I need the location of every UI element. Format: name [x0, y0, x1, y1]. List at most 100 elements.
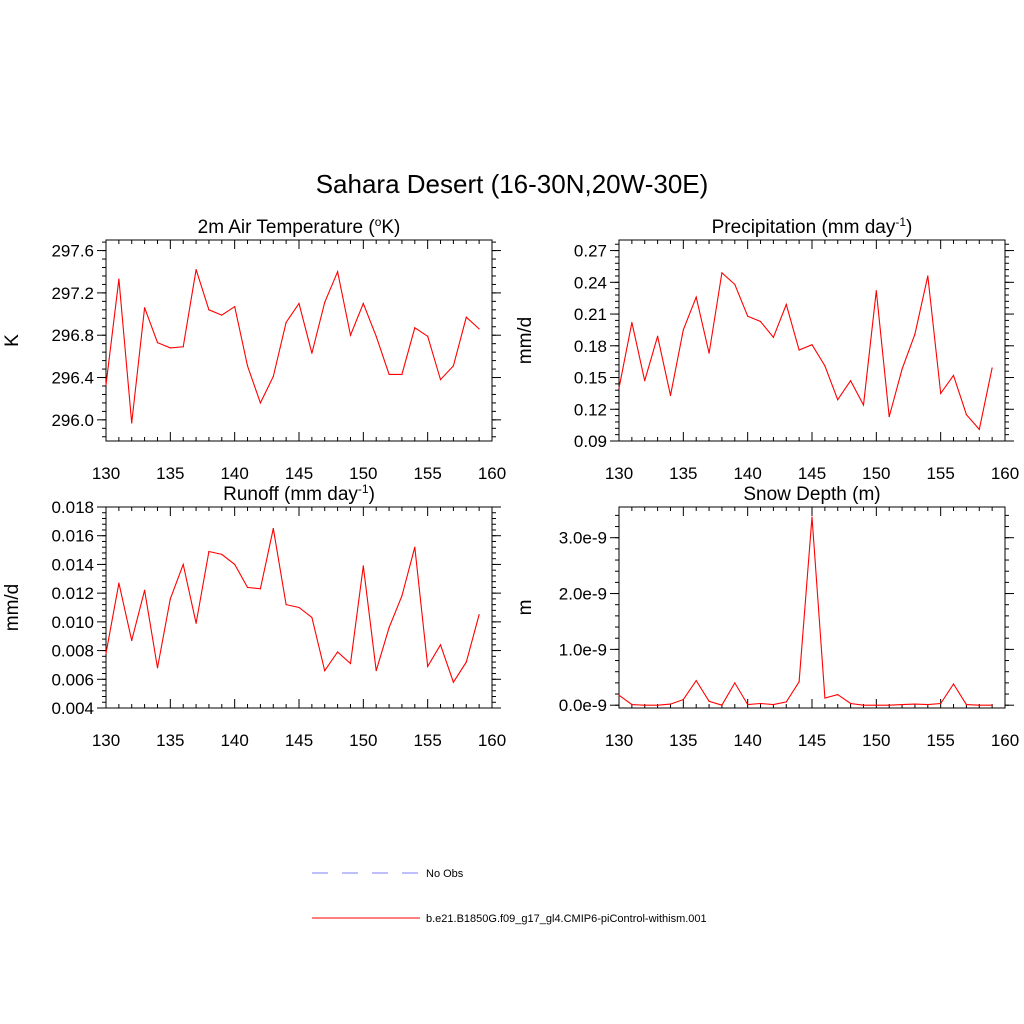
data-point	[785, 303, 787, 306]
x-tick-label: 145	[285, 464, 313, 483]
data-point	[208, 309, 210, 311]
data-point	[991, 367, 993, 369]
data-point	[657, 335, 659, 337]
x-tick-label: 150	[862, 464, 890, 483]
series-line-air-temperature	[105, 269, 480, 424]
data-point	[952, 374, 955, 377]
y-tick-label: 0.18	[574, 337, 607, 356]
x-tick-label: 135	[669, 464, 697, 483]
data-point	[246, 365, 249, 367]
x-tick-label: 145	[798, 731, 826, 750]
x-tick-label: 150	[349, 731, 377, 750]
y-axis-label-air-temperature: K	[2, 334, 23, 347]
plot-frame-snow-depth	[618, 506, 1006, 709]
y-tick-label: 0.24	[574, 273, 607, 292]
data-point	[375, 670, 377, 672]
data-point	[734, 283, 736, 286]
y-tick-label: 1.0e-9	[559, 640, 607, 659]
data-point	[221, 553, 223, 555]
data-point	[785, 701, 787, 703]
y-tick-label: 0.09	[574, 432, 607, 451]
data-point	[811, 344, 813, 346]
data-point	[349, 334, 352, 336]
y-tick-label: 0.014	[51, 555, 94, 574]
y-tick-label: 297.2	[51, 284, 94, 303]
panel-runoff: Runoff (mm day-1) mm/d 130 135 140 145 150 15…	[2, 482, 506, 750]
data-point	[156, 667, 159, 669]
x-tick-label: 130	[92, 731, 120, 750]
data-point	[991, 704, 993, 706]
data-point	[131, 639, 133, 642]
data-point	[349, 662, 352, 665]
data-point	[862, 404, 865, 406]
series-line-snow-depth	[618, 516, 993, 706]
data-point	[388, 627, 390, 629]
y-tick-label: 297.6	[51, 242, 94, 261]
series-line-runoff	[105, 528, 480, 684]
data-point	[940, 702, 942, 705]
data-point	[285, 604, 287, 606]
data-point	[965, 704, 968, 706]
data-point	[259, 402, 261, 404]
data-point	[837, 399, 839, 401]
data-point	[824, 365, 826, 367]
data-point	[631, 321, 633, 324]
data-point	[169, 347, 171, 349]
data-point	[618, 387, 620, 389]
data-point	[914, 333, 916, 335]
panel-snow-depth: Snow Depth (m) m 130 135 140 145 150 155 160 0.…	[515, 484, 1019, 750]
data-point	[798, 349, 800, 351]
data-point	[337, 271, 339, 273]
data-point	[144, 589, 146, 591]
x-tick-label: 145	[798, 464, 826, 483]
data-point	[682, 699, 684, 701]
x-tick-label: 160	[991, 464, 1019, 483]
data-point	[427, 665, 429, 667]
data-point	[465, 316, 467, 318]
data-point	[362, 565, 364, 567]
y-tick-label: 296.0	[51, 411, 94, 430]
panel-title-air-temperature: 2m Air Temperature (oK)	[198, 215, 401, 238]
data-point	[940, 392, 942, 394]
x-tick-label: 160	[478, 464, 506, 483]
y-axis-label-precipitation: mm/d	[515, 317, 536, 365]
data-point	[285, 321, 287, 324]
data-point	[798, 681, 800, 683]
panel-title-precipitation: Precipitation (mm day-1)	[712, 215, 913, 238]
y-tick-label: 296.4	[51, 369, 94, 388]
data-point	[759, 702, 762, 705]
data-point	[695, 296, 697, 298]
x-tick-label: 145	[285, 731, 313, 750]
data-point	[978, 704, 980, 706]
figure-title: Sahara Desert (16-30N,20W-30E)	[316, 169, 709, 199]
x-tick-label: 155	[926, 731, 954, 750]
data-point	[695, 680, 697, 682]
data-point	[439, 379, 442, 381]
panel-air-temperature: 2m Air Temperature (oK) K 130 135 140 145 15…	[2, 215, 506, 483]
legend-label-model-run: b.e21.B1850G.f09_g17_gl4.CMIP6-piControl…	[426, 913, 707, 925]
data-point	[324, 301, 326, 304]
y-tick-label: 0.012	[51, 584, 94, 603]
data-point	[401, 595, 403, 597]
x-tick-label: 140	[220, 464, 248, 483]
data-point	[747, 704, 749, 706]
x-tick-label: 135	[156, 464, 184, 483]
x-tick-label: 160	[991, 731, 1019, 750]
data-point	[298, 302, 300, 305]
y-tick-label: 0.018	[51, 498, 94, 517]
data-point	[131, 422, 133, 424]
data-point	[708, 352, 710, 354]
data-point	[311, 616, 313, 619]
data-point	[824, 697, 826, 699]
data-point	[669, 703, 672, 705]
data-point	[478, 328, 480, 330]
x-tick-label: 140	[733, 464, 761, 483]
x-tick-label: 130	[605, 731, 633, 750]
data-point	[375, 335, 377, 337]
x-tick-label: 140	[220, 731, 248, 750]
data-point	[772, 336, 775, 338]
x-tick-label: 160	[478, 731, 506, 750]
data-point	[850, 380, 852, 382]
y-tick-label: 0.27	[574, 242, 607, 261]
